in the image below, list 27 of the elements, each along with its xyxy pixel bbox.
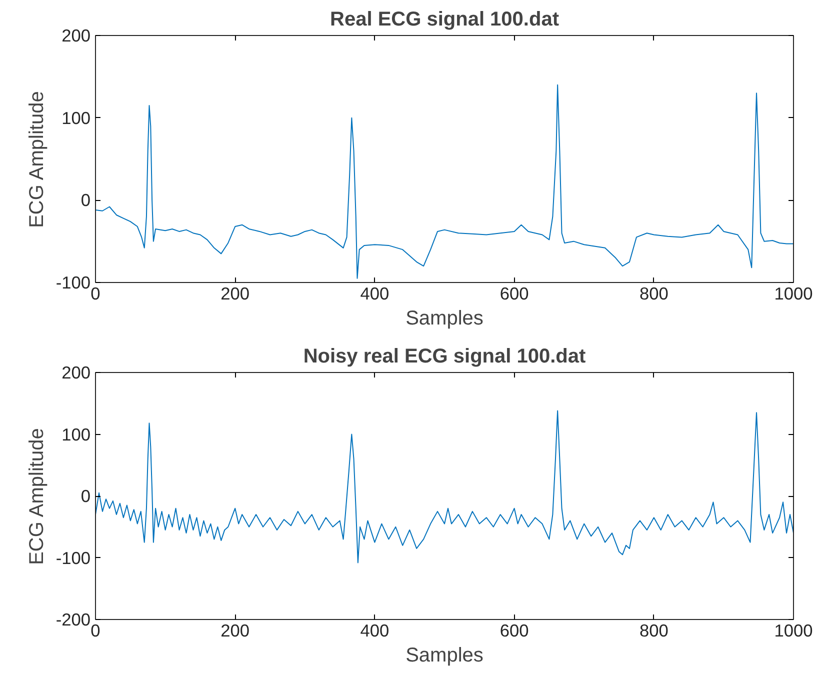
x-tick-label: 1000: [774, 284, 813, 304]
x-tick-label: 800: [639, 620, 668, 640]
line-series: [96, 410, 794, 564]
y-tick-label: 200: [62, 362, 91, 382]
x-tick-label: 400: [360, 620, 390, 640]
x-tick-label: 600: [500, 284, 529, 304]
y-tick-label: 100: [62, 424, 91, 444]
x-tick-label: 200: [220, 284, 250, 304]
chart-title: Noisy real ECG signal 100.dat: [303, 346, 586, 368]
y-tick-label: 200: [62, 26, 91, 46]
y-tick-label: 0: [80, 190, 91, 210]
y-tick-label: 0: [80, 486, 91, 506]
x-tick-label: 400: [360, 284, 390, 304]
x-tick-label: 600: [500, 620, 529, 640]
x-axis-title: Samples: [406, 308, 484, 330]
chart-title: Real ECG signal 100.dat: [330, 8, 560, 30]
y-tick-label: -100: [56, 272, 91, 292]
x-tick-label: 1000: [774, 620, 813, 640]
y-tick-label: -100: [56, 548, 91, 568]
y-tick-label: 100: [62, 108, 91, 128]
line-series: [96, 84, 794, 279]
x-tick-label: 800: [639, 284, 668, 304]
y-tick-label: -200: [56, 610, 91, 630]
y-axis-title: ECG Amplitude: [26, 91, 48, 228]
x-tick-label: 200: [220, 620, 250, 640]
y-axis-title: ECG Amplitude: [26, 428, 48, 565]
x-axis-title: Samples: [406, 644, 484, 666]
